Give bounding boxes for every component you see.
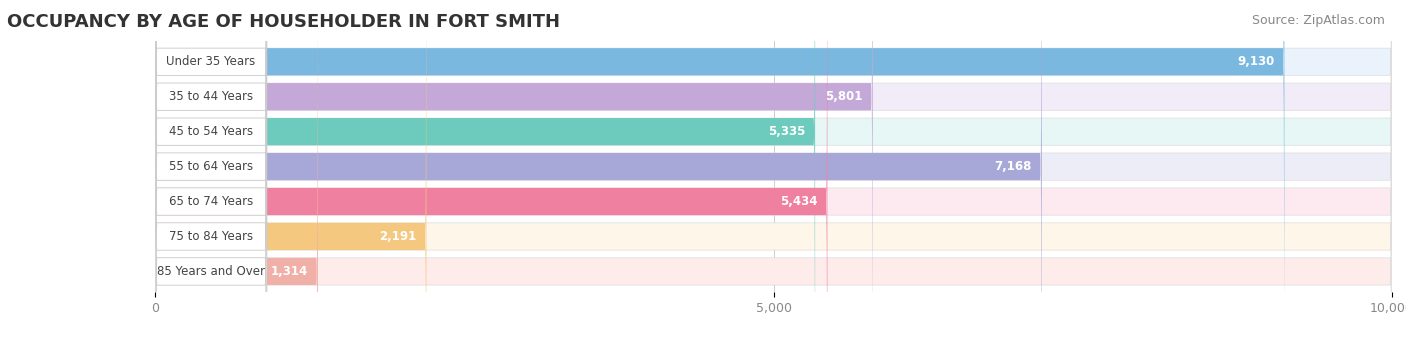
Text: 35 to 44 Years: 35 to 44 Years bbox=[169, 90, 253, 103]
FancyBboxPatch shape bbox=[156, 0, 827, 340]
Text: 75 to 84 Years: 75 to 84 Years bbox=[169, 230, 253, 243]
FancyBboxPatch shape bbox=[156, 0, 267, 340]
FancyBboxPatch shape bbox=[156, 0, 815, 340]
Text: 2,191: 2,191 bbox=[380, 230, 416, 243]
Text: 9,130: 9,130 bbox=[1237, 55, 1274, 68]
Text: Source: ZipAtlas.com: Source: ZipAtlas.com bbox=[1251, 14, 1385, 27]
Text: OCCUPANCY BY AGE OF HOUSEHOLDER IN FORT SMITH: OCCUPANCY BY AGE OF HOUSEHOLDER IN FORT … bbox=[7, 13, 560, 31]
Text: 85 Years and Over: 85 Years and Over bbox=[157, 265, 266, 278]
FancyBboxPatch shape bbox=[156, 0, 1392, 340]
FancyBboxPatch shape bbox=[156, 0, 1392, 340]
Text: 5,335: 5,335 bbox=[768, 125, 806, 138]
FancyBboxPatch shape bbox=[156, 0, 873, 340]
Text: 5,434: 5,434 bbox=[780, 195, 817, 208]
Text: Under 35 Years: Under 35 Years bbox=[166, 55, 256, 68]
FancyBboxPatch shape bbox=[156, 0, 318, 340]
Text: 65 to 74 Years: 65 to 74 Years bbox=[169, 195, 253, 208]
FancyBboxPatch shape bbox=[156, 0, 267, 340]
FancyBboxPatch shape bbox=[156, 0, 1392, 340]
Text: 5,801: 5,801 bbox=[825, 90, 863, 103]
Text: 45 to 54 Years: 45 to 54 Years bbox=[169, 125, 253, 138]
FancyBboxPatch shape bbox=[156, 0, 267, 340]
FancyBboxPatch shape bbox=[156, 0, 1392, 340]
FancyBboxPatch shape bbox=[156, 0, 267, 340]
Text: 7,168: 7,168 bbox=[994, 160, 1032, 173]
FancyBboxPatch shape bbox=[156, 0, 1392, 340]
FancyBboxPatch shape bbox=[156, 0, 1392, 340]
Text: 55 to 64 Years: 55 to 64 Years bbox=[169, 160, 253, 173]
FancyBboxPatch shape bbox=[156, 0, 267, 340]
FancyBboxPatch shape bbox=[156, 0, 1042, 340]
FancyBboxPatch shape bbox=[156, 0, 1284, 340]
Text: 1,314: 1,314 bbox=[271, 265, 308, 278]
FancyBboxPatch shape bbox=[156, 0, 267, 340]
FancyBboxPatch shape bbox=[156, 0, 267, 340]
FancyBboxPatch shape bbox=[156, 0, 426, 340]
FancyBboxPatch shape bbox=[156, 0, 1392, 340]
